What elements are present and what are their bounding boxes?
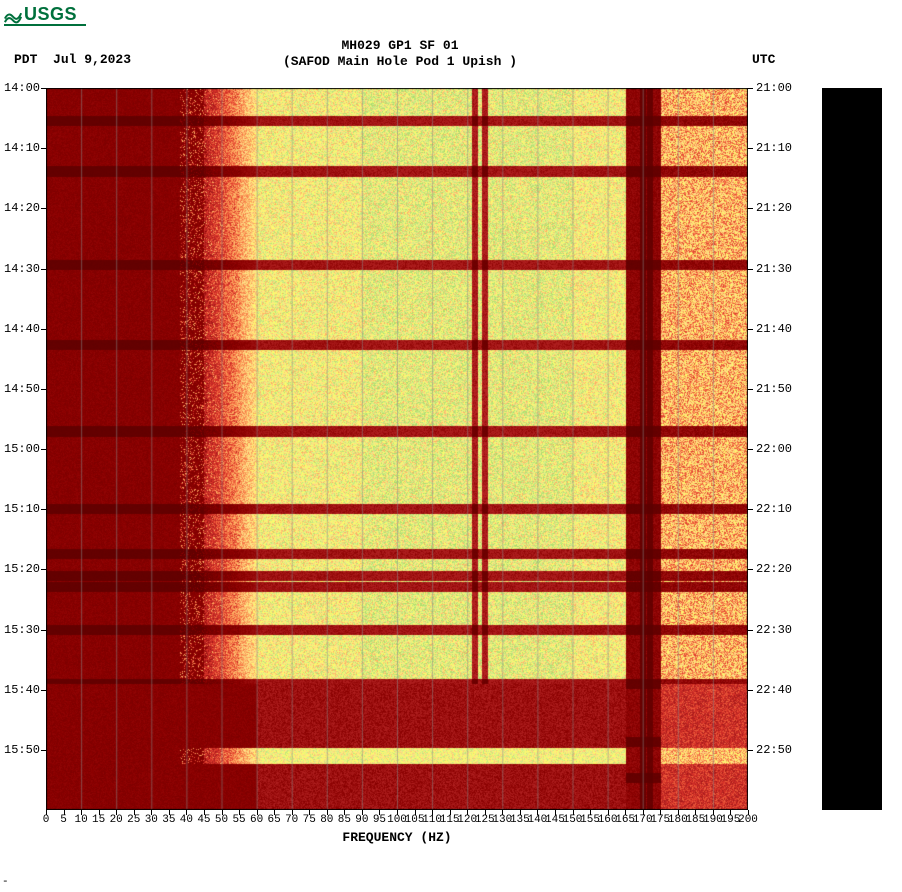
x-label: 75: [303, 814, 316, 826]
x-label: 60: [250, 814, 263, 826]
footer-mark: -: [2, 876, 9, 888]
x-label: 90: [355, 814, 368, 826]
x-axis-title: FREQUENCY (HZ): [46, 830, 748, 845]
y-right-label: 22:20: [756, 562, 792, 576]
y-right-label: 21:40: [756, 322, 792, 336]
y-right-axis: 21:0021:1021:2021:3021:4021:5022:0022:10…: [752, 88, 802, 810]
header-left: PDT Jul 9,2023: [14, 52, 131, 67]
y-left-label: 15:10: [4, 502, 40, 516]
y-left-label: 14:20: [4, 201, 40, 215]
x-label: 40: [180, 814, 193, 826]
usgs-logo: USGS: [4, 4, 77, 25]
wave-icon: [4, 6, 22, 24]
y-right-label: 21:20: [756, 201, 792, 215]
x-label: 35: [162, 814, 175, 826]
y-left-label: 15:20: [4, 562, 40, 576]
y-right-label: 21:10: [756, 141, 792, 155]
x-label: 5: [60, 814, 67, 826]
y-left-label: 15:30: [4, 623, 40, 637]
x-label: 25: [127, 814, 140, 826]
y-right-label: 21:00: [756, 81, 792, 95]
y-left-label: 15:40: [4, 683, 40, 697]
y-right-label: 22:50: [756, 743, 792, 757]
logo-text: USGS: [24, 4, 77, 25]
spectrogram-canvas: [46, 88, 748, 810]
x-label: 10: [74, 814, 87, 826]
y-right-label: 22:30: [756, 623, 792, 637]
x-label: 85: [338, 814, 351, 826]
x-label: 15: [92, 814, 105, 826]
y-left-label: 14:10: [4, 141, 40, 155]
colorbar: [822, 88, 882, 810]
x-axis: 0510152025303540455055606570758085909510…: [46, 814, 748, 830]
x-label: 45: [197, 814, 210, 826]
header-right: UTC: [752, 52, 775, 67]
x-label: 80: [320, 814, 333, 826]
y-left-label: 14:40: [4, 322, 40, 336]
y-right-label: 21:50: [756, 382, 792, 396]
x-label: 30: [145, 814, 158, 826]
y-left-label: 15:50: [4, 743, 40, 757]
y-left-label: 14:30: [4, 262, 40, 276]
header-date: Jul 9,2023: [53, 52, 131, 67]
y-right-label: 22:00: [756, 442, 792, 456]
x-label: 70: [285, 814, 298, 826]
x-label: 95: [373, 814, 386, 826]
x-label: 50: [215, 814, 228, 826]
x-label: 55: [232, 814, 245, 826]
right-tz: UTC: [752, 52, 775, 67]
x-label: 20: [110, 814, 123, 826]
y-right-label: 21:30: [756, 262, 792, 276]
spectrogram-plot: [46, 88, 748, 810]
y-left-label: 14:50: [4, 382, 40, 396]
x-label: 65: [268, 814, 281, 826]
y-left-label: 15:00: [4, 442, 40, 456]
y-left-axis: 14:0014:1014:2014:3014:4014:5015:0015:10…: [0, 88, 44, 810]
logo-underline: [4, 24, 86, 26]
y-right-label: 22:10: [756, 502, 792, 516]
x-label: 0: [43, 814, 50, 826]
y-right-label: 22:40: [756, 683, 792, 697]
left-tz: PDT: [14, 52, 37, 67]
y-left-label: 14:00: [4, 81, 40, 95]
x-label: 200: [738, 814, 758, 826]
